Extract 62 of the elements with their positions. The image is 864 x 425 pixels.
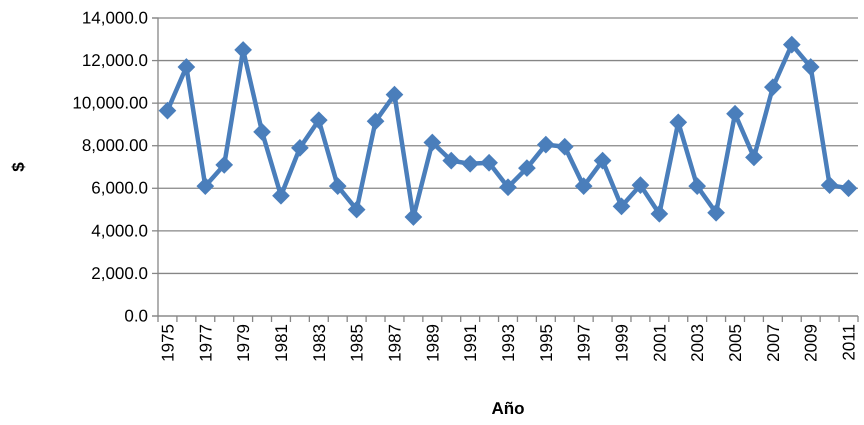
y-tick-label: 12,000.0 xyxy=(82,51,148,70)
x-tick-label: 1997 xyxy=(574,324,594,362)
y-tick-label: 2,000.0 xyxy=(91,264,148,283)
point xyxy=(536,136,555,154)
x-tick-label: 1985 xyxy=(348,324,367,362)
point xyxy=(745,148,763,166)
point xyxy=(764,78,782,96)
point xyxy=(518,159,536,177)
point xyxy=(782,36,801,54)
point xyxy=(310,111,328,130)
x-tick-label: 1993 xyxy=(498,324,518,362)
point xyxy=(480,154,498,172)
x-tick-label: 1981 xyxy=(272,324,291,362)
y-tick-label: 8,000.00 xyxy=(82,136,148,156)
x-tick-label: 1977 xyxy=(196,324,216,362)
y-tick-label: 6,000.0 xyxy=(91,178,148,198)
point xyxy=(348,200,366,218)
x-tick-label: 2007 xyxy=(764,324,783,362)
x-tick-label: 1979 xyxy=(234,324,254,362)
point xyxy=(158,102,176,120)
point xyxy=(632,176,650,194)
x-tick-label: 1987 xyxy=(385,324,404,362)
point xyxy=(499,178,517,196)
point xyxy=(840,179,858,198)
point xyxy=(802,58,820,76)
y-axis-title: $ xyxy=(9,162,28,172)
x-tick-label: 1989 xyxy=(423,324,442,362)
x-tick-label: 2009 xyxy=(802,324,821,362)
point xyxy=(253,123,271,141)
point xyxy=(820,176,838,194)
point xyxy=(461,154,480,173)
point xyxy=(556,138,574,156)
point xyxy=(291,138,309,157)
y-tick-label: 10,000.00 xyxy=(72,94,148,113)
x-axis-title: Año xyxy=(491,399,525,418)
point xyxy=(215,156,234,174)
x-tick-label: 2005 xyxy=(726,324,745,362)
point xyxy=(272,186,290,205)
x-tick-label: 1999 xyxy=(612,324,632,362)
point xyxy=(612,198,630,216)
point xyxy=(366,112,384,130)
point xyxy=(328,177,347,196)
point xyxy=(423,134,442,152)
point xyxy=(707,204,725,222)
point xyxy=(594,152,612,170)
point xyxy=(442,152,460,170)
point xyxy=(574,177,593,196)
point xyxy=(726,104,744,123)
point xyxy=(650,204,668,223)
x-tick-label: 2011 xyxy=(839,324,858,361)
x-tick-label: 1991 xyxy=(461,324,480,362)
x-tick-label: 2001 xyxy=(650,324,670,362)
y-tick-label: 0.0 xyxy=(124,306,148,326)
x-tick-label: 1995 xyxy=(536,324,556,362)
y-tick-label: 4,000.0 xyxy=(91,221,148,240)
point xyxy=(688,177,706,196)
x-tick-label: 1983 xyxy=(310,324,329,362)
x-tick-label: 1975 xyxy=(158,324,178,362)
point xyxy=(196,177,214,196)
x-tick-label: 2003 xyxy=(688,324,708,362)
y-tick-label: 14,000.0 xyxy=(82,8,148,28)
point xyxy=(386,86,404,104)
